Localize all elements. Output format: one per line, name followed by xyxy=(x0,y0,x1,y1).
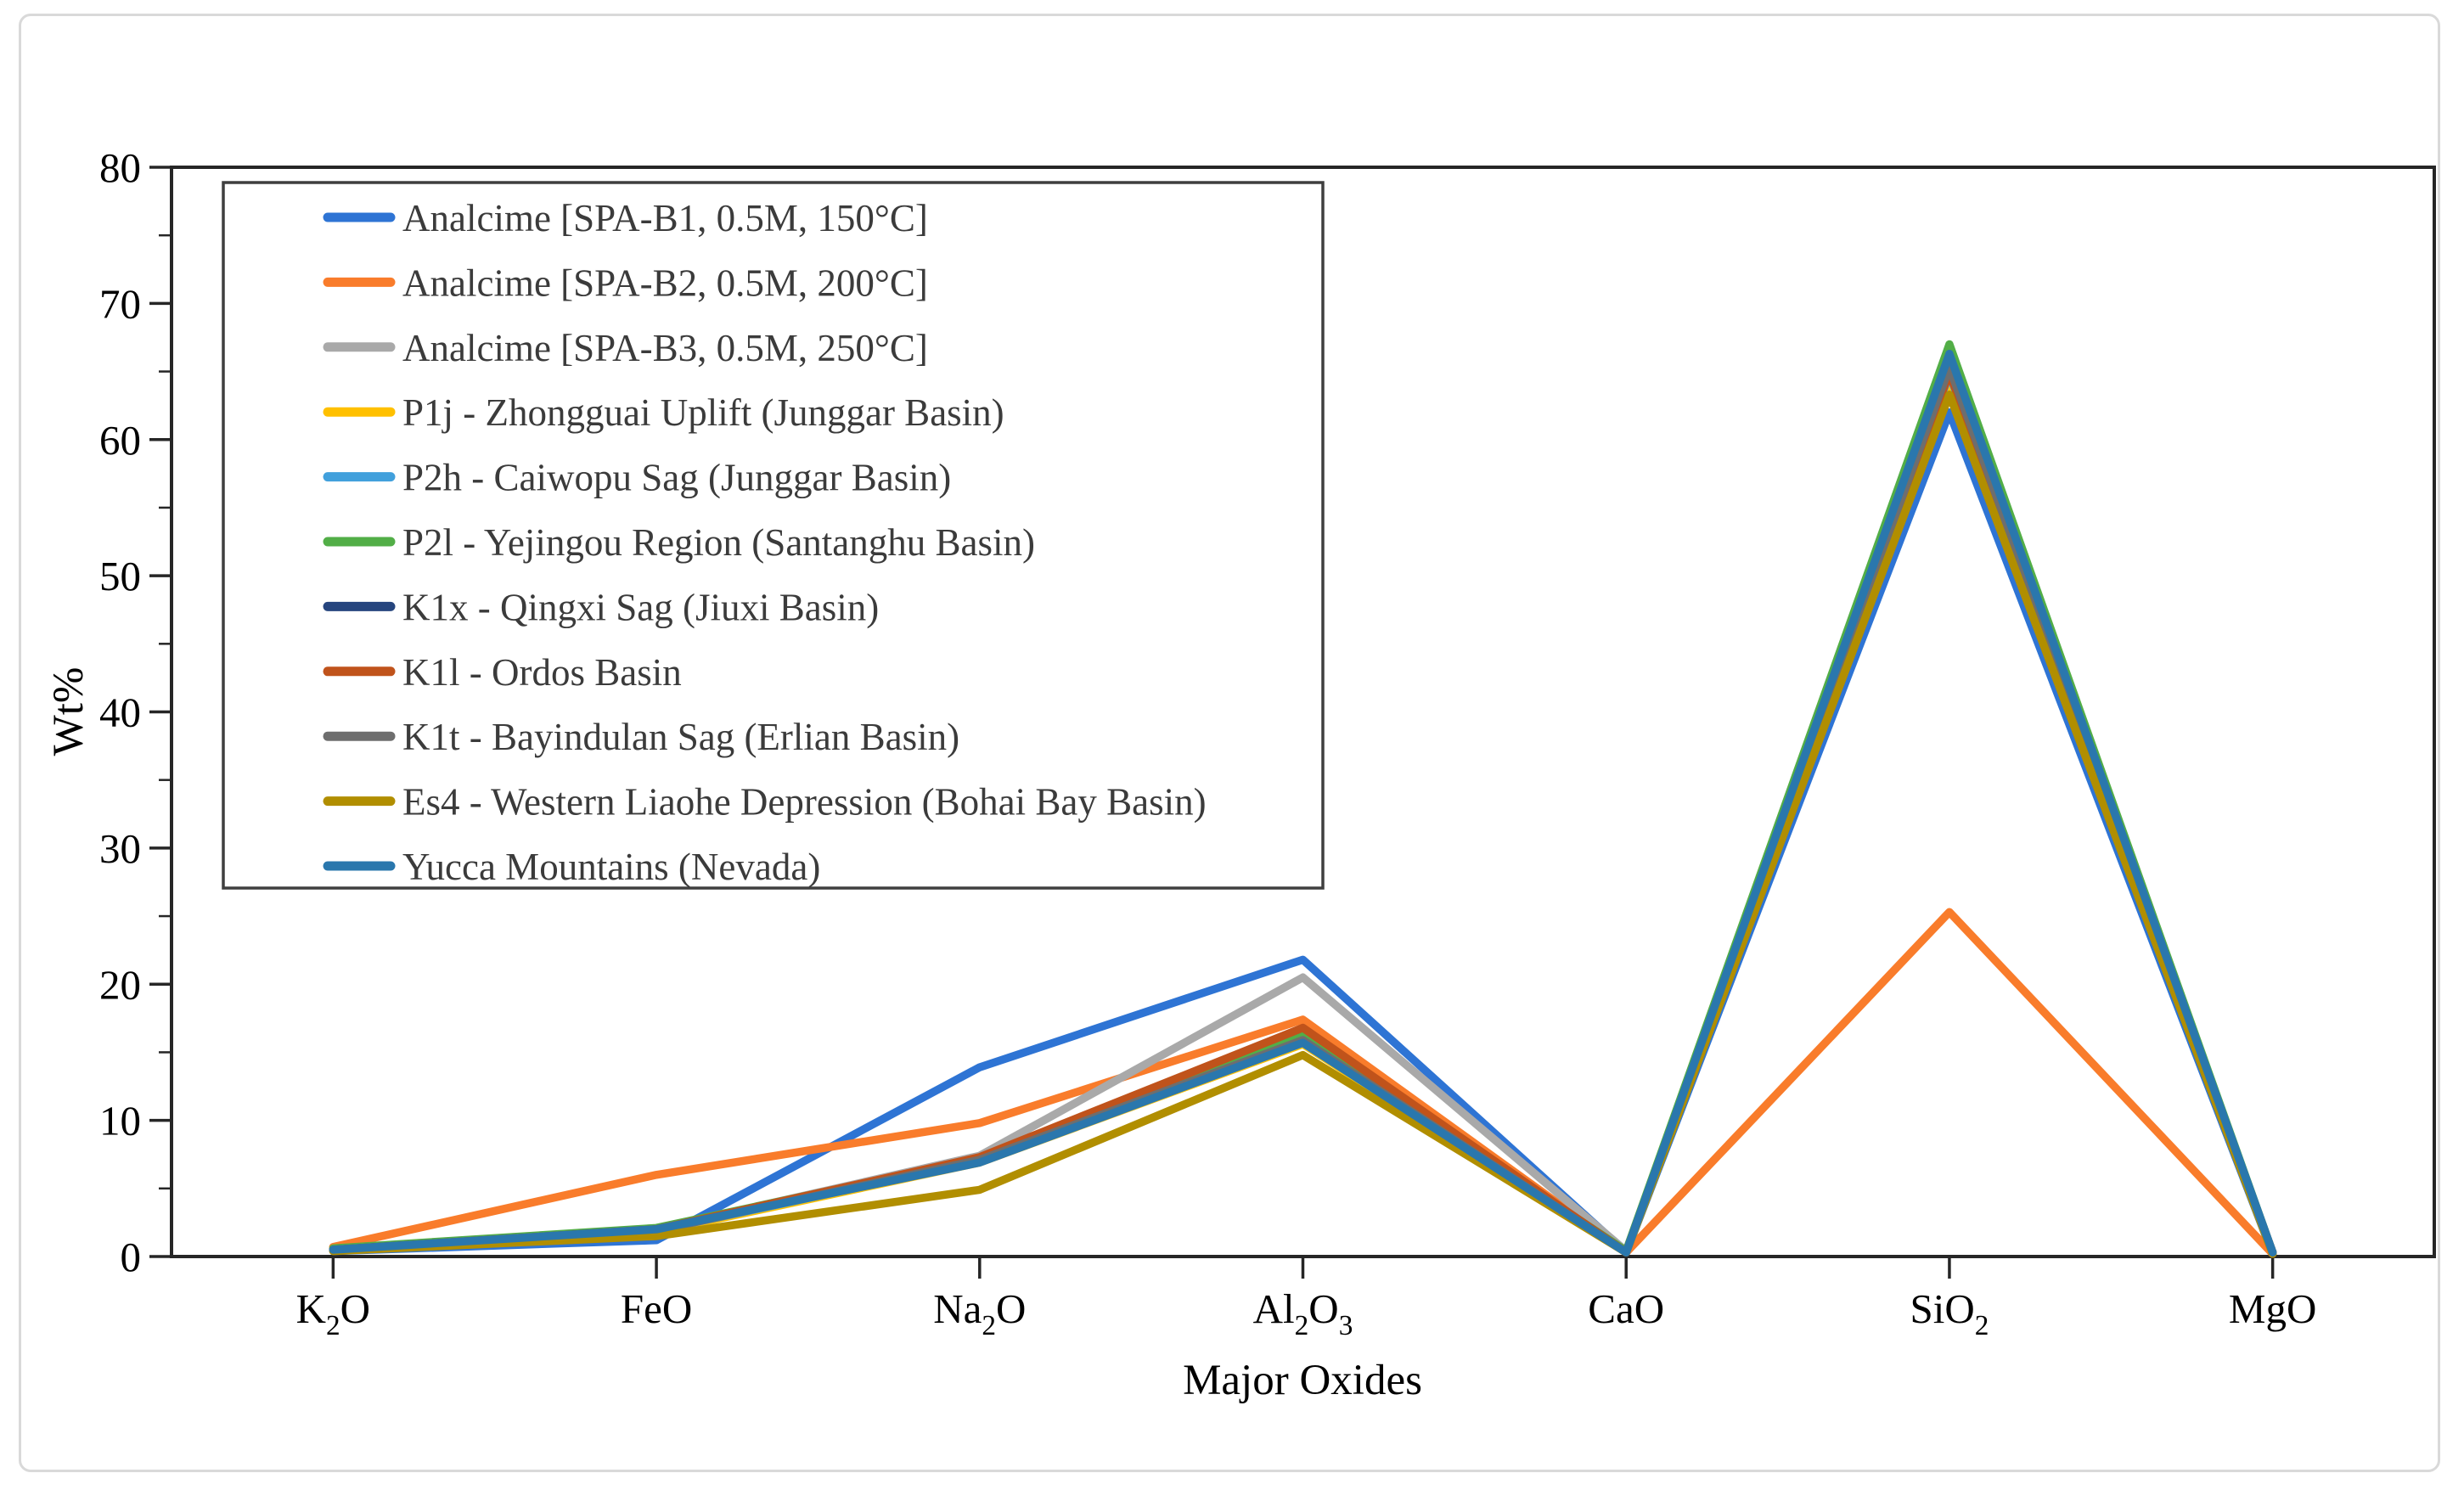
legend-box xyxy=(222,181,1325,890)
legend-item: Es4 - Western Liaohe Depression (Bohai B… xyxy=(323,781,1207,824)
legend-item: K1l - Ordos Basin xyxy=(323,651,682,694)
legend-label: K1x - Qingxi Sag (Jiuxi Basin) xyxy=(402,586,879,628)
y-axis-title: Wt% xyxy=(45,667,93,756)
x-tick-label: K2O xyxy=(296,1285,370,1341)
x-tick-label: Al2O3 xyxy=(1253,1285,1353,1341)
x-tick-label: MgO xyxy=(2229,1285,2316,1332)
x-axis-title: Major Oxides xyxy=(1183,1357,1422,1404)
series-line-1 xyxy=(329,908,2277,1258)
legend-item: K1t - Bayindulan Sag (Erlian Basin) xyxy=(323,716,959,758)
y-tick-label: 10 xyxy=(99,1098,141,1144)
y-tick-label: 0 xyxy=(121,1234,142,1280)
legend-item: Analcime [SPA-B1, 0.5M, 150°C] xyxy=(323,197,928,239)
legend-label: P1j - Zhongguai Uplift (Junggar Basin) xyxy=(402,391,1004,434)
legend-item: P2h - Caiwopu Sag (Junggar Basin) xyxy=(323,457,951,499)
legend-item: P2l - Yejingou Region (Santanghu Basin) xyxy=(323,521,1035,564)
series-line-0 xyxy=(329,408,2277,1258)
figure-border xyxy=(19,14,2440,1472)
y-tick-label: 40 xyxy=(99,689,141,736)
x-tick-label: SiO2 xyxy=(1910,1285,1989,1341)
y-tick-label: 60 xyxy=(99,417,141,464)
legend-item: Yucca Mountains (Nevada) xyxy=(323,846,820,888)
x-axis-ticks: K2O FeO Na2O Al2O3 CaO SiO2 MgO xyxy=(296,1257,2316,1341)
legend-item: Analcime [SPA-B2, 0.5M, 200°C] xyxy=(323,261,928,304)
series-line-9 xyxy=(329,391,2277,1258)
x-tick-label: Na2O xyxy=(933,1285,1026,1341)
legend: Analcime [SPA-B1, 0.5M, 150°C] Analcime [… xyxy=(222,181,1325,890)
legend-label: Yucca Mountains (Nevada) xyxy=(402,846,820,888)
legend-label: P2h - Caiwopu Sag (Junggar Basin) xyxy=(402,457,951,499)
legend-item: K1x - Qingxi Sag (Jiuxi Basin) xyxy=(323,586,879,628)
y-tick-label: 70 xyxy=(99,280,141,327)
x-tick-label: FeO xyxy=(621,1285,692,1332)
legend-item: Analcime [SPA-B3, 0.5M, 250°C] xyxy=(323,327,928,369)
legend-label: Analcime [SPA-B3, 0.5M, 250°C] xyxy=(402,327,928,369)
y-tick-label: 50 xyxy=(99,553,141,599)
x-tick-label: CaO xyxy=(1588,1285,1664,1332)
legend-item: P1j - Zhongguai Uplift (Junggar Basin) xyxy=(323,391,1004,434)
y-tick-label: 80 xyxy=(99,144,141,191)
legend-label: Es4 - Western Liaohe Depression (Bohai B… xyxy=(402,781,1207,824)
series-lines xyxy=(329,340,2277,1258)
y-tick-label: 20 xyxy=(99,961,141,1008)
y-axis-ticks: 0 10 20 30 40 50 60 70 80 xyxy=(99,144,172,1280)
legend-label: P2l - Yejingou Region (Santanghu Basin) xyxy=(402,521,1035,564)
series-line-10 xyxy=(329,349,2277,1257)
legend-label: Analcime [SPA-B2, 0.5M, 200°C] xyxy=(402,261,928,304)
legend-label: K1t - Bayindulan Sag (Erlian Basin) xyxy=(402,716,959,758)
y-tick-label: 30 xyxy=(99,825,141,872)
legend-label: K1l - Ordos Basin xyxy=(402,651,682,694)
legend-label: Analcime [SPA-B1, 0.5M, 150°C] xyxy=(402,197,928,239)
